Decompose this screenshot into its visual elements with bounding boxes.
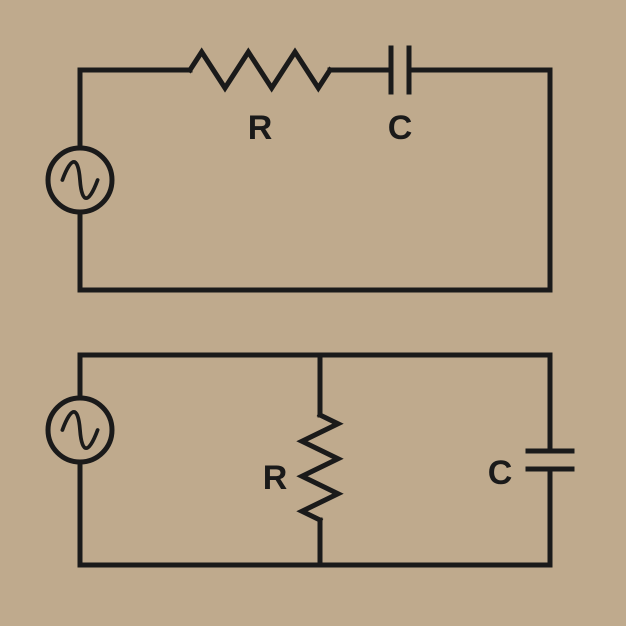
background (0, 0, 626, 626)
capacitor-label: C (488, 454, 513, 492)
capacitor-label: C (388, 109, 413, 147)
resistor-label: R (248, 109, 273, 147)
resistor-label: R (263, 459, 288, 497)
